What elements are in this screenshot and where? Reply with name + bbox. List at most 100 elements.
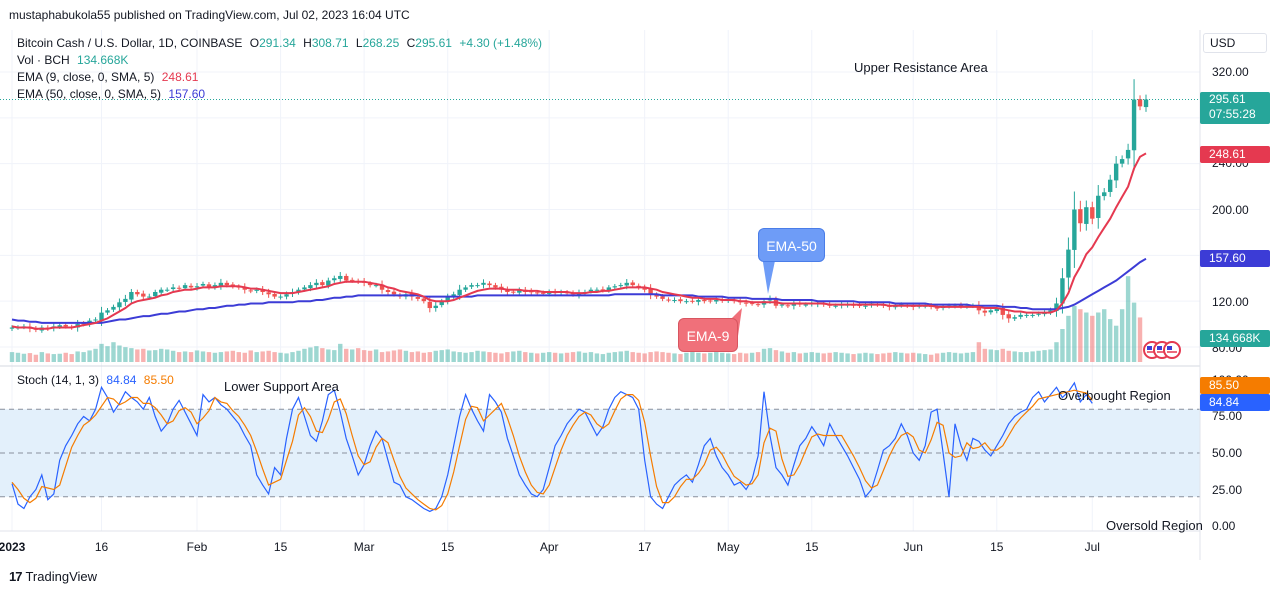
candle[interactable] [1113, 156, 1119, 189]
candle[interactable] [1012, 314, 1017, 321]
candle[interactable] [463, 285, 468, 292]
candle[interactable] [672, 297, 677, 303]
candle[interactable] [1090, 201, 1095, 225]
candle[interactable] [338, 272, 343, 283]
candle[interactable] [1066, 237, 1071, 290]
candle[interactable] [678, 297, 683, 304]
candle[interactable] [1107, 174, 1113, 197]
volume-bar [1018, 352, 1023, 362]
volume-bar [702, 353, 707, 362]
volume-bar [254, 352, 259, 362]
candle[interactable] [791, 299, 797, 310]
candle[interactable] [123, 294, 128, 306]
volume-bar [188, 352, 194, 362]
flag-icons[interactable] [1143, 341, 1181, 359]
candle[interactable] [1018, 312, 1023, 320]
candle[interactable] [117, 298, 122, 312]
volume-bar [57, 353, 62, 362]
candle[interactable] [206, 282, 212, 290]
candle[interactable] [445, 293, 450, 305]
candle[interactable] [1119, 155, 1125, 168]
candle[interactable] [1143, 94, 1149, 112]
volume-bar [457, 352, 462, 362]
volume-bar [69, 354, 74, 362]
candle[interactable] [314, 279, 319, 289]
candle[interactable] [1084, 200, 1089, 231]
candle[interactable] [141, 290, 146, 300]
candle[interactable] [433, 302, 438, 312]
candle[interactable] [684, 298, 689, 304]
footer-brand[interactable]: 17 TradingView [9, 569, 97, 584]
legend-stoch[interactable]: Stoch (14, 1, 3) 84.84 85.50 [17, 373, 174, 387]
candle[interactable] [618, 282, 623, 288]
candle[interactable] [690, 298, 695, 304]
legend-main[interactable]: Bitcoin Cash / U.S. Dollar, 1D, COINBASE… [17, 36, 550, 50]
candle[interactable] [93, 317, 98, 323]
volume-bar [875, 354, 880, 362]
volume-bar [1072, 305, 1077, 362]
volume-bar [630, 352, 635, 362]
time-tick-label: 15 [273, 540, 288, 554]
volume-bar [415, 351, 421, 362]
candle[interactable] [135, 289, 140, 297]
candle[interactable] [988, 308, 994, 315]
candle[interactable] [1006, 309, 1011, 323]
currency-button[interactable]: USD [1203, 33, 1267, 53]
candle[interactable] [451, 291, 456, 299]
candle[interactable] [129, 288, 134, 303]
candle[interactable] [278, 294, 283, 300]
us-flag-icon[interactable] [1163, 341, 1181, 359]
candle[interactable] [439, 298, 444, 308]
candle[interactable] [105, 308, 110, 315]
volume-bar [857, 353, 862, 362]
volume-bar [469, 352, 474, 362]
candle[interactable] [1072, 191, 1077, 268]
volume-bar [940, 352, 946, 362]
candle[interactable] [1078, 200, 1083, 232]
volume-bar [344, 348, 349, 362]
candle[interactable] [1131, 79, 1137, 171]
candle[interactable] [648, 284, 653, 300]
candle[interactable] [111, 304, 116, 312]
candle[interactable] [475, 282, 480, 288]
candle[interactable] [517, 287, 522, 295]
volume-bar [821, 353, 826, 362]
time-tick-label: Apr [539, 540, 559, 554]
candle[interactable] [1125, 143, 1131, 165]
volume-bar [600, 354, 606, 362]
volume-bar [911, 352, 916, 362]
candle[interactable] [379, 280, 385, 294]
volume-bar [9, 352, 15, 362]
candle[interactable] [481, 279, 486, 289]
volume-bar [570, 352, 576, 362]
candle[interactable] [666, 297, 671, 303]
candle[interactable] [218, 278, 224, 290]
volume-bar [624, 350, 629, 362]
candle[interactable] [630, 280, 635, 288]
candle[interactable] [642, 284, 647, 293]
volume-bar [1012, 351, 1017, 362]
volume-bar [594, 353, 600, 362]
candle[interactable] [159, 287, 164, 295]
candle[interactable] [505, 286, 510, 296]
candle[interactable] [9, 325, 15, 331]
candle[interactable] [212, 282, 218, 290]
candle[interactable] [1096, 185, 1101, 229]
candle[interactable] [1137, 95, 1143, 111]
candle[interactable] [1060, 268, 1065, 314]
candle[interactable] [469, 282, 474, 290]
legend-volume[interactable]: Vol · BCH 134.668K [17, 53, 129, 67]
legend-ema9[interactable]: EMA (9, close, 0, SMA, 5) 248.61 [17, 70, 199, 84]
volume-bar [355, 348, 361, 362]
candle[interactable] [164, 287, 170, 292]
candle[interactable] [1054, 297, 1059, 317]
candle[interactable] [1102, 188, 1107, 201]
legend-ema50[interactable]: EMA (50, close, 0, SMA, 5) 157.60 [17, 87, 206, 101]
volume-bar [385, 351, 391, 362]
candle[interactable] [487, 281, 492, 288]
candle[interactable] [332, 275, 337, 283]
volume-bar [809, 352, 814, 362]
volume-bar [141, 348, 146, 362]
candle[interactable] [320, 279, 325, 288]
